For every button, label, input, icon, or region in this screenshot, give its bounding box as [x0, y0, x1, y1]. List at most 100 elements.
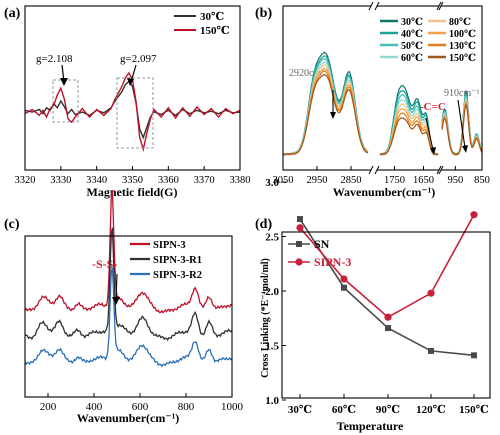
series-line-c-1 [24, 227, 233, 342]
tick-label-b-4: 1650 [413, 175, 434, 186]
axis-label-b-x: Wavenumber(cm⁻¹) [333, 185, 436, 199]
axis-break-mark-1-b [438, 165, 444, 175]
panel-a: 3320 3330 3340 3350 3360 3370 3380 30℃ 150℃ [15, 5, 251, 186]
tick-label-c-2: 600 [132, 401, 149, 413]
legend-label-c-1: SIPN-3-R1 [153, 255, 202, 266]
panel-c: 200 400 600 800 1000 SIPN-3 SIPN-3-R1 SIPN-3-R2 [24, 189, 244, 413]
legend-marker-d-1 [295, 258, 303, 266]
point-d-0-0 [297, 216, 303, 223]
tick-label-a-4: 3360 [158, 175, 179, 186]
arrowhead-b-2 [430, 147, 436, 155]
point-d-0-4 [471, 352, 477, 359]
tick-label-a-6: 3380 [230, 175, 251, 186]
annotation-c-ss: -S-S- [92, 257, 117, 271]
axis-break-mask-top-1 [439, 0, 441, 12]
highlight-box-a-2 [116, 77, 154, 149]
axis-break-mark-top-0-b [374, 1, 380, 11]
legend-label-b-7: 150℃ [449, 53, 476, 64]
ytick-label-d-1: 1.5 [265, 341, 279, 353]
axis-break-mark-top-0-a [368, 1, 374, 11]
point-d-1-0 [296, 224, 304, 232]
arrowhead-c [112, 297, 120, 305]
axis-break-mask-1 [439, 164, 441, 176]
legend-label-b-4: 80℃ [449, 17, 471, 28]
panel-label-a: (a) [4, 6, 21, 21]
tick-label-c-4: 1000 [221, 401, 244, 413]
annotation-b-cc: -C=C [420, 101, 446, 113]
arrowhead-a-2 [127, 78, 134, 86]
panel-label-d: (d) [255, 217, 272, 232]
annotation-a-g1: g=2.108 [36, 53, 73, 65]
series-line-a-0 [24, 80, 241, 140]
legend-label-b-1: 40℃ [401, 29, 423, 40]
xtick-label-d-2: 90℃ [376, 404, 400, 416]
xtick-label-d-1: 60℃ [332, 404, 356, 416]
panel-label-c: (c) [4, 217, 20, 232]
tick-label-c-3: 800 [178, 401, 195, 413]
axis-label-a-x: Magnetic field(G) [87, 185, 178, 199]
xtick-label-d-0: 30℃ [288, 404, 312, 416]
annotation-b-2920: 2920cm⁻¹ [289, 68, 330, 79]
series-line-b-7-seg1 [379, 117, 439, 156]
xtick-label-d-4: 150℃ [459, 404, 489, 416]
tick-label-b-0: 3050 [273, 175, 294, 186]
tick-label-a-0: 3320 [15, 175, 36, 186]
axis-break-mark-1-a [436, 165, 442, 175]
legend-label-c-0: SIPN-3 [153, 240, 186, 251]
annotation-a-g2: g=2.097 [120, 53, 157, 65]
point-d-1-2 [384, 313, 392, 321]
point-d-0-2 [385, 325, 391, 332]
axis-break-mask-top-0 [371, 0, 377, 12]
panel-d: 1.0 1.5 2.0 2.5 3.0 30℃ 60℃ 90℃ 120℃ 150℃ SN SIPN-3 [265, 177, 491, 416]
series-line-c-0 [24, 189, 233, 314]
point-d-1-4 [470, 211, 478, 219]
point-d-1-1 [340, 275, 348, 283]
series-line-a-1 [24, 71, 241, 153]
tick-label-b-1: 2950 [307, 175, 328, 186]
legend-label-c-2: SIPN-3-R2 [153, 270, 202, 281]
series-line-b-7-seg0 [282, 73, 368, 156]
legend-label-b-5: 100℃ [449, 29, 476, 40]
arrowhead-b-1 [330, 112, 336, 119]
axis-break-mark-0-b [374, 165, 380, 175]
arrowhead-b-3 [462, 145, 468, 153]
series-line-b-0-seg2 [441, 89, 483, 155]
arrow-b-3 [457, 99, 466, 149]
arrow-b-2 [425, 117, 434, 151]
axis-label-c-x: Wavenumber(cm⁻¹) [77, 411, 180, 425]
ytick-label-d-2: 2.0 [265, 286, 279, 298]
highlight-box-a-1 [52, 79, 79, 123]
tick-label-b-5: 950 [447, 175, 463, 186]
ytick-label-d-4: 3.0 [265, 177, 279, 189]
legend-label-b-2: 50℃ [401, 41, 423, 52]
legend-label-d-1: SIPN-3 [314, 255, 351, 269]
legend-label-d-0: SN [314, 237, 330, 251]
annotation-b-910: 910cm⁻¹ [444, 88, 480, 99]
arrow-c [115, 273, 118, 301]
legend-label-a-0: 30℃ [200, 11, 224, 23]
ytick-label-d-0: 1.0 [265, 395, 279, 407]
legend-marker-d-0 [296, 241, 302, 247]
legend-label-b-3: 60℃ [401, 53, 423, 64]
axis-break-mask-0 [371, 164, 377, 176]
tick-label-b-3: 1750 [384, 175, 405, 186]
legend-label-b-0: 30℃ [401, 17, 423, 28]
xtick-label-d-3: 120℃ [416, 404, 446, 416]
series-line-b-7-seg2 [441, 103, 483, 156]
panel-b: 3050 2950 2850 1750 1650 950 850 30℃40℃50℃60℃ 80… [273, 0, 490, 186]
series-line-c-2 [24, 267, 233, 368]
axis-label-d-x: Temperature [337, 419, 404, 433]
legend-label-a-1: 150℃ [200, 25, 230, 37]
axis-break-mark-top-1-b [438, 1, 444, 11]
tick-label-c-1: 400 [86, 401, 103, 413]
plot-frame-d [281, 231, 491, 399]
tick-label-a-1: 3330 [50, 175, 71, 186]
arrowhead-a-1 [60, 78, 68, 86]
tick-label-a-5: 3370 [194, 175, 215, 186]
ytick-label-d-3: 2.5 [265, 232, 279, 244]
plot-frame-c [24, 235, 233, 398]
point-d-0-3 [428, 347, 434, 354]
tick-label-c-0: 200 [40, 401, 57, 413]
plot-frame-b [282, 5, 483, 171]
axis-break-mark-top-1-a [436, 1, 442, 11]
